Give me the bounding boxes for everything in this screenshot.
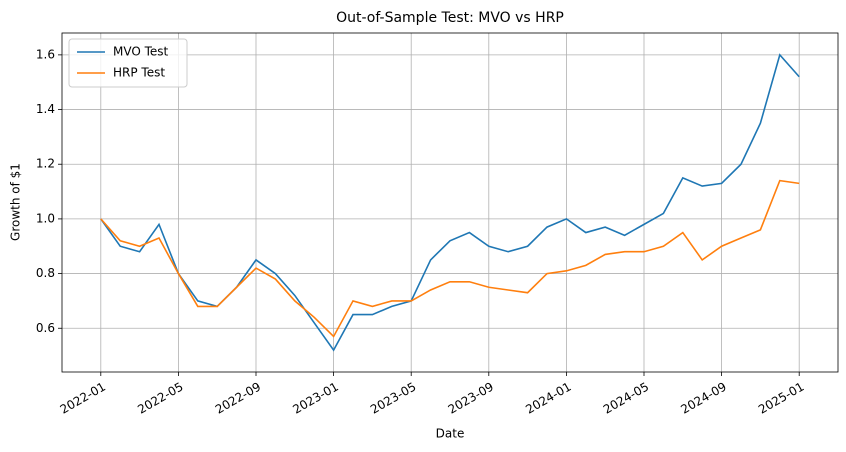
x-tick-label: 2025-01 [756, 380, 806, 417]
x-tick-label: 2023-05 [368, 380, 418, 417]
y-tick-label: 0.6 [36, 321, 55, 335]
x-axis-label: Date [436, 427, 465, 441]
x-tick-label: 2023-01 [290, 380, 340, 417]
x-tick-label: 2022-05 [135, 380, 185, 417]
plot-frame [61, 32, 839, 373]
y-tick-label: 1.6 [36, 47, 55, 61]
y-tick-label: 1.2 [36, 157, 55, 171]
legend-label: MVO Test [113, 45, 169, 59]
y-axis-label: Growth of $1 [9, 163, 23, 241]
x-tick-label: 2024-05 [601, 380, 651, 417]
chart-title: Out-of-Sample Test: MVO vs HRP [336, 10, 564, 26]
x-tick-label: 2024-09 [678, 380, 728, 417]
y-tick-label: 0.8 [36, 266, 55, 280]
x-tick-label: 2022-01 [58, 380, 108, 417]
legend: MVO Test HRP Test [68, 38, 188, 88]
x-tick-label: 2023-09 [446, 380, 496, 417]
y-tick-label: 1.4 [36, 102, 55, 116]
x-tick-label: 2022-09 [213, 380, 263, 417]
legend-label: HRP Test [113, 66, 165, 80]
legend-box [68, 38, 188, 88]
line-series [100, 179, 800, 338]
y-tick-label: 1.0 [36, 211, 55, 225]
x-tick-label: 2024-01 [523, 380, 573, 417]
